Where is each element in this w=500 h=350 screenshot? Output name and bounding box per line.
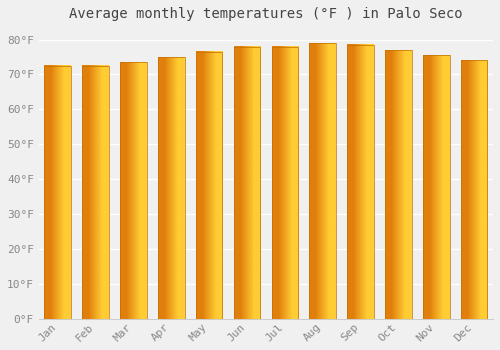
Bar [120,62,146,319]
Bar [310,43,336,319]
Bar [272,47,298,319]
Bar [234,47,260,319]
Bar [348,45,374,319]
Bar [196,52,222,319]
Bar [158,57,184,319]
Bar [44,66,71,319]
Bar [461,61,487,319]
Bar [348,45,374,319]
Bar [423,55,450,319]
Bar [82,66,109,319]
Title: Average monthly temperatures (°F ) in Palo Seco: Average monthly temperatures (°F ) in Pa… [69,7,462,21]
Bar [385,50,411,319]
Bar [310,43,336,319]
Bar [234,47,260,319]
Bar [461,61,487,319]
Bar [385,50,411,319]
Bar [82,66,109,319]
Bar [44,66,71,319]
Bar [196,52,222,319]
Bar [158,57,184,319]
Bar [120,62,146,319]
Bar [423,55,450,319]
Bar [272,47,298,319]
